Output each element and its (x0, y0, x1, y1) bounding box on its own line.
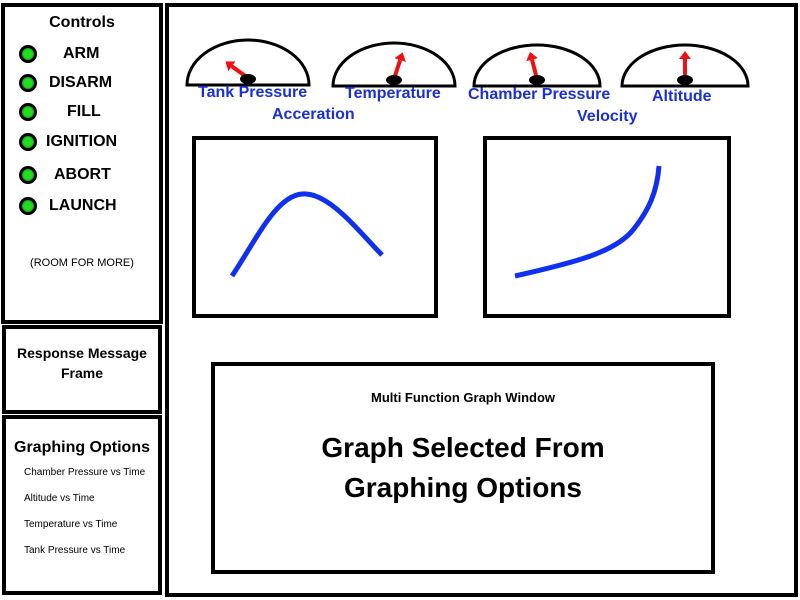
graph-option-altitude[interactable]: Altitude vs Time (24, 493, 95, 504)
response-title: Response Message Frame (17, 345, 147, 381)
disarm-label: DISARM (49, 74, 113, 91)
launch-button[interactable]: LAUNCH (19, 195, 117, 217)
green-led-icon (19, 166, 37, 184)
acceleration-graph (192, 136, 438, 318)
placeholder-line-1: Graph Selected From (321, 432, 605, 463)
arm-button[interactable]: ARM (19, 43, 99, 65)
green-led-icon (19, 74, 37, 92)
graph-option-temperature[interactable]: Temperature vs Time (24, 519, 118, 530)
needle-hub (529, 75, 545, 85)
velocity-graph (483, 136, 731, 318)
disarm-button[interactable]: DISARM (19, 72, 112, 94)
ignition-label: IGNITION (46, 133, 118, 150)
needle-hub (386, 75, 402, 85)
fill-button[interactable]: FILL (19, 101, 101, 123)
graph-option-chamber-pressure[interactable]: Chamber Pressure vs Time (24, 467, 146, 478)
needle-arrowhead (225, 61, 236, 72)
fill-label: FILL (67, 103, 101, 120)
velocity-curve (514, 165, 662, 279)
temperature-gauge (331, 41, 457, 88)
tank-pressure-needle (225, 61, 256, 84)
controls-panel: Controls ARM DISARM FILL IGNITION ABORT … (1, 3, 163, 324)
acceleration-curve (229, 191, 384, 278)
needle-hub (240, 74, 256, 84)
placeholder-line-2: Graphing Options (344, 472, 582, 503)
needle-arrowhead (394, 52, 406, 62)
temperature-label: Temperature (345, 85, 441, 102)
altitude-gauge (620, 43, 750, 88)
green-led-icon (19, 103, 37, 121)
tank-pressure-gauge (185, 38, 311, 87)
room-for-more-note: (ROOM FOR MORE) (30, 257, 134, 269)
needle-hub (677, 75, 693, 85)
controls-title: Controls (49, 14, 115, 31)
chamber-pressure-label: Chamber Pressure (468, 86, 611, 103)
multi-function-placeholder: Graph Selected From Graphing Options (215, 428, 711, 508)
ignition-button[interactable]: IGNITION (19, 131, 117, 153)
multi-function-graph-window: Multi Function Graph Window Graph Select… (211, 362, 715, 574)
green-led-icon (19, 45, 37, 63)
velocity-graph-label: Velocity (577, 108, 638, 125)
graph-option-tank-pressure[interactable]: Tank Pressure vs Time (24, 545, 126, 556)
needle-arrowhead (679, 51, 691, 59)
acceleration-graph-label: Acceration (272, 106, 355, 123)
chamber-pressure-gauge (472, 43, 602, 88)
tank-pressure-label: Tank Pressure (198, 84, 308, 101)
temperature-needle (386, 52, 406, 85)
multi-function-title: Multi Function Graph Window (370, 390, 556, 405)
graphing-options-panel: Graphing Options Chamber Pressure vs Tim… (2, 415, 162, 595)
needle-arrowhead (526, 51, 538, 62)
arm-label: ARM (63, 45, 100, 62)
green-led-icon (19, 197, 37, 215)
green-led-icon (19, 133, 37, 151)
abort-label: ABORT (54, 166, 111, 183)
launch-label: LAUNCH (49, 197, 117, 214)
chamber-pressure-needle (526, 51, 545, 85)
abort-button[interactable]: ABORT (19, 164, 111, 186)
main-display-panel: Tank Pressure Temperature Chamber Pressu… (165, 3, 798, 597)
altitude-needle (677, 51, 693, 85)
response-message-frame: Response Message Frame (2, 325, 162, 414)
graphing-options-title: Graphing Options (14, 439, 150, 456)
altitude-label: Altitude (652, 88, 712, 105)
